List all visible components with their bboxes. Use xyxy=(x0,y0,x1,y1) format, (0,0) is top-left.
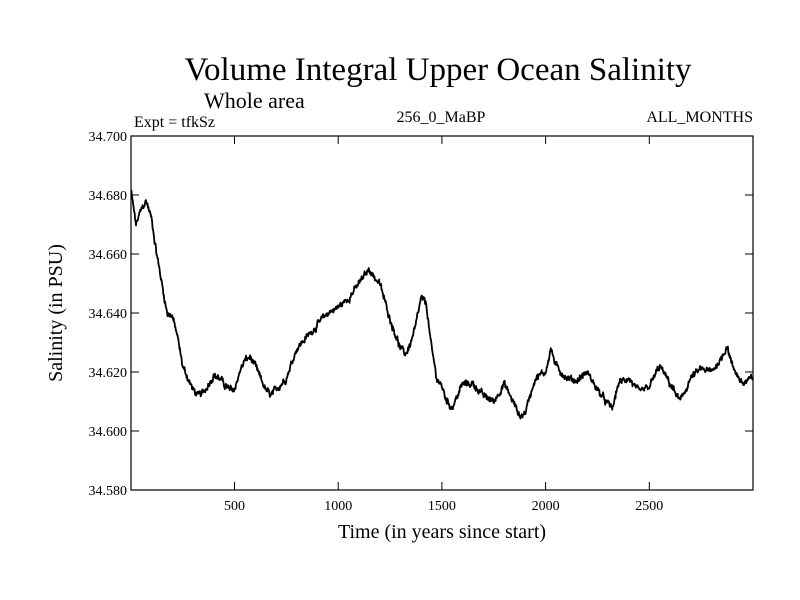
y-tick-label: 34.680 xyxy=(89,189,128,204)
chart-title: Volume Integral Upper Ocean Salinity xyxy=(184,52,692,88)
header-run-id: 256_0_MaBP xyxy=(397,109,486,126)
y-tick-label: 34.700 xyxy=(89,130,128,145)
x-tick-label: 2000 xyxy=(532,499,560,514)
x-tick-label: 500 xyxy=(224,499,245,514)
x-tick-label: 2500 xyxy=(635,499,663,514)
y-axis-label: Salinity (in PSU) xyxy=(45,244,67,382)
y-tick-label: 34.600 xyxy=(89,425,128,440)
y-tick-label: 34.580 xyxy=(89,484,128,499)
chart-subtitle: Whole area xyxy=(204,88,305,113)
x-tick-label: 1000 xyxy=(324,499,352,514)
x-axis-label: Time (in years since start) xyxy=(338,521,546,543)
y-tick-label: 34.620 xyxy=(89,366,128,381)
salinity-series-line xyxy=(130,189,754,420)
header-months: ALL_MONTHS xyxy=(646,109,753,126)
y-axis: 34.580 34.600 34.620 34.640 34.660 34.680 34.7… xyxy=(89,130,753,499)
header-experiment: Expt = tfkSz xyxy=(134,114,215,131)
x-axis: 500 1000 1500 2000 2500 xyxy=(224,136,663,514)
y-tick-label: 34.640 xyxy=(89,307,128,322)
x-tick-label: 1500 xyxy=(428,499,456,514)
plot-frame xyxy=(130,135,754,491)
y-tick-label: 34.660 xyxy=(89,248,128,263)
